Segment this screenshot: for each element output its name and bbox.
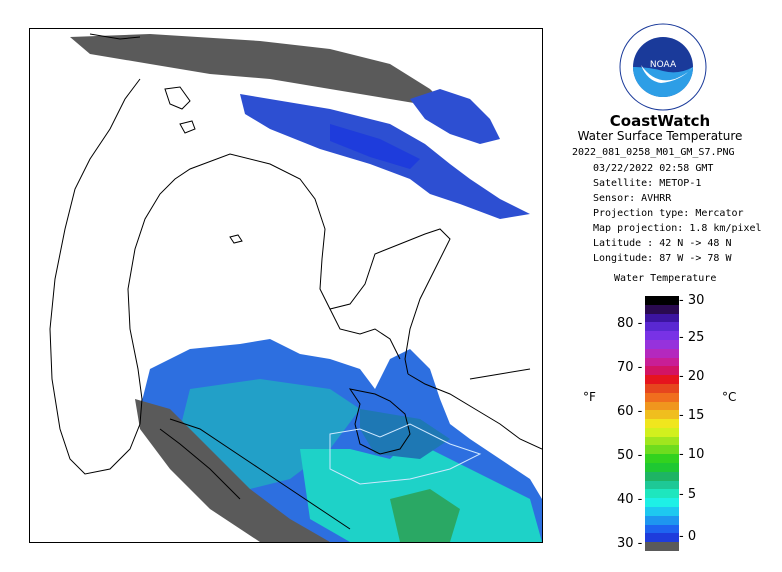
fahrenheit-tick: 60 - <box>617 404 643 419</box>
scale-swatch <box>645 498 679 508</box>
sensor: Sensor: AVHRR <box>593 193 672 204</box>
scale-swatch <box>645 454 679 464</box>
celsius-tick: - 15 <box>679 408 705 423</box>
fahrenheit-tick: 80 - <box>617 316 643 331</box>
map-projection: Map projection: 1.8 km/pixel <box>593 223 762 234</box>
scale-swatch <box>645 322 679 332</box>
scale-swatch <box>645 357 679 367</box>
lake-superior-data <box>70 34 530 219</box>
celsius-tick: - 10 <box>679 447 705 462</box>
scale-swatch <box>645 348 679 359</box>
fahrenheit-tick: 70 - <box>617 360 643 375</box>
scale-swatch <box>645 392 679 402</box>
page-title: CoastWatch <box>609 112 711 130</box>
lake-outline <box>329 423 482 485</box>
scale-swatch <box>645 515 679 526</box>
scale-swatch <box>645 296 679 306</box>
fahrenheit-tick: 50 - <box>617 448 643 463</box>
celsius-tick: - 20 <box>679 369 705 384</box>
scale-swatch <box>645 507 679 517</box>
logo-text: NOAA <box>650 60 677 70</box>
scale-swatch <box>645 463 679 473</box>
coastlines <box>49 33 542 530</box>
scale-swatch <box>645 480 679 490</box>
color-scale <box>645 296 679 552</box>
scale-swatch <box>645 383 679 394</box>
scale-swatch <box>645 401 679 411</box>
scale-swatch <box>645 313 679 323</box>
celsius-tick: - 30 <box>679 293 705 308</box>
map-panel <box>29 28 543 543</box>
scale-swatch <box>645 524 679 534</box>
scale-swatch <box>645 542 679 552</box>
scale-swatch <box>645 304 679 315</box>
lake-huron-data <box>135 339 542 542</box>
celsius-tick: - 0 <box>679 529 697 544</box>
satellite: Satellite: METOP-1 <box>593 178 702 189</box>
unit-celsius: °C <box>722 390 737 404</box>
scale-swatch <box>645 445 679 455</box>
fahrenheit-tick: 30 - <box>617 536 643 551</box>
latitude: Latitude : 42 N -> 48 N <box>593 238 732 249</box>
scale-swatch <box>645 410 679 420</box>
scale-swatch <box>645 471 679 482</box>
scale-swatch <box>645 375 679 385</box>
celsius-tick: - 5 <box>679 487 697 502</box>
unit-fahrenheit: °F <box>583 390 596 404</box>
scale-swatch <box>645 419 679 429</box>
datetime: 03/22/2022 02:58 GMT <box>593 163 714 174</box>
scale-swatch <box>645 331 679 341</box>
longitude: Longitude: 87 W -> 78 W <box>593 253 732 264</box>
projection-type: Projection type: Mercator <box>593 208 744 219</box>
celsius-tick: - 25 <box>679 330 705 345</box>
scale-swatch <box>645 533 679 543</box>
page-subtitle: Water Surface Temperature <box>577 129 743 143</box>
filename: 2022_081_0258_M01_GM_S7.PNG <box>572 147 735 158</box>
scale-swatch <box>645 366 679 376</box>
noaa-logo: NOAA <box>619 23 707 111</box>
fahrenheit-tick: 40 - <box>617 492 643 507</box>
scale-swatch <box>645 427 679 438</box>
scale-swatch <box>645 489 679 499</box>
scale-swatch <box>645 339 679 350</box>
map-image <box>49 33 542 542</box>
legend-title: Water Temperature <box>614 273 717 284</box>
scale-swatch <box>645 436 679 446</box>
